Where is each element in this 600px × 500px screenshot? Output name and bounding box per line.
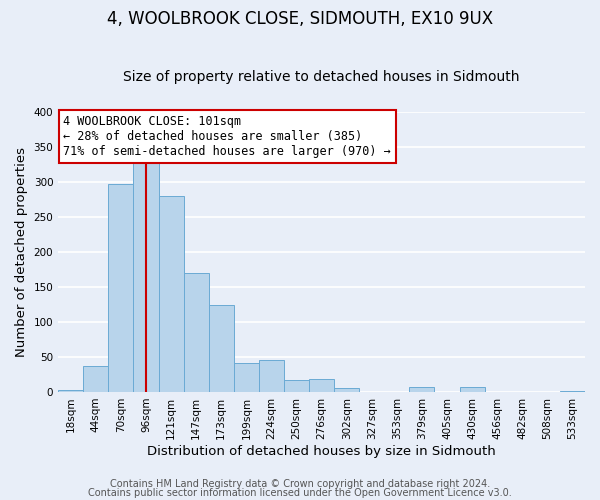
Bar — [184, 273, 209, 392]
Bar — [209, 305, 234, 392]
Bar — [58, 390, 83, 392]
Bar — [284, 380, 309, 392]
Bar — [560, 390, 585, 392]
Bar — [309, 380, 334, 392]
Text: 4 WOOLBROOK CLOSE: 101sqm
← 28% of detached houses are smaller (385)
71% of semi: 4 WOOLBROOK CLOSE: 101sqm ← 28% of detac… — [64, 115, 391, 158]
Bar — [409, 387, 434, 392]
Bar — [259, 360, 284, 392]
Bar — [83, 366, 109, 392]
Bar — [334, 388, 359, 392]
Bar — [460, 387, 485, 392]
Bar — [234, 362, 259, 392]
Text: 4, WOOLBROOK CLOSE, SIDMOUTH, EX10 9UX: 4, WOOLBROOK CLOSE, SIDMOUTH, EX10 9UX — [107, 10, 493, 28]
Text: Contains public sector information licensed under the Open Government Licence v3: Contains public sector information licen… — [88, 488, 512, 498]
Bar — [109, 184, 133, 392]
Bar — [133, 161, 158, 392]
Title: Size of property relative to detached houses in Sidmouth: Size of property relative to detached ho… — [124, 70, 520, 85]
X-axis label: Distribution of detached houses by size in Sidmouth: Distribution of detached houses by size … — [147, 444, 496, 458]
Text: Contains HM Land Registry data © Crown copyright and database right 2024.: Contains HM Land Registry data © Crown c… — [110, 479, 490, 489]
Bar — [158, 196, 184, 392]
Y-axis label: Number of detached properties: Number of detached properties — [15, 147, 28, 357]
